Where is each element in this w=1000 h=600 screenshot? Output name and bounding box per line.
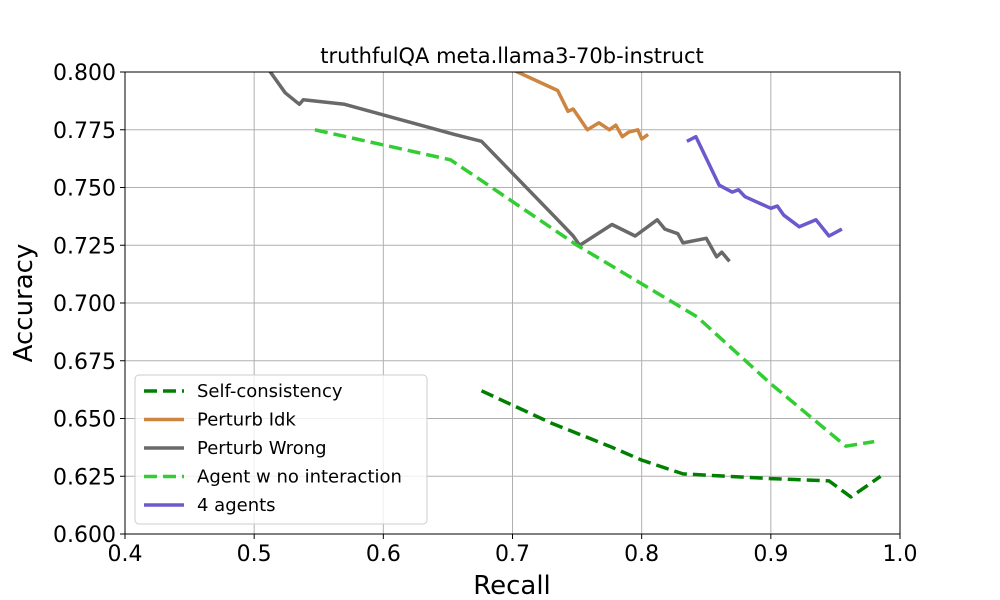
series-lines [268, 72, 882, 499]
series-line-perturb-wrong [268, 72, 731, 263]
x-tick-label: 0.5 [237, 542, 272, 567]
y-tick-label: 0.650 [53, 408, 116, 433]
series-line-self-consistency [480, 389, 882, 499]
y-axis-title: Accuracy [9, 244, 39, 363]
x-tick-label: 0.7 [495, 542, 530, 567]
legend-label-agent-w-no-interaction: Agent w no interaction [197, 467, 402, 488]
y-tick-label: 0.625 [53, 465, 116, 490]
chart-title: truthfulQA meta.llama3-70b-instruct [320, 44, 703, 68]
x-tick-label: 0.8 [624, 542, 659, 567]
x-axis-title: Recall [473, 571, 551, 600]
series-line-agent-w-no-interaction [314, 128, 875, 448]
x-tick-label: 1.0 [883, 542, 918, 567]
y-tick-label: 0.800 [53, 61, 116, 86]
axis-ticks: 0.4 0.5 0.6 0.7 0.8 0.9 1.0 0.600 0.625 0.650 0.67… [53, 61, 917, 567]
x-tick-label: 0.4 [108, 542, 143, 567]
y-tick-label: 0.750 [53, 177, 116, 202]
legend-label-4-agents: 4 agents [197, 495, 276, 516]
series-line-perturb-idk [513, 72, 650, 141]
x-tick-label: 0.6 [366, 542, 401, 567]
y-tick-label: 0.700 [53, 292, 116, 317]
legend-label-perturb-wrong: Perturb Wrong [197, 438, 327, 459]
y-tick-label: 0.600 [53, 523, 116, 548]
x-tick-label: 0.9 [753, 542, 788, 567]
legend-label-self-consistency: Self-consistency [197, 381, 343, 402]
series-line-4-agents [686, 134, 843, 238]
y-tick-label: 0.725 [53, 234, 116, 259]
legend-box [134, 374, 428, 525]
y-tick-label: 0.675 [53, 350, 116, 375]
legend: Self-consistency Perturb Idk Perturb Wrong… [134, 374, 428, 525]
y-tick-label: 0.775 [53, 119, 116, 144]
legend-label-perturb-idk: Perturb Idk [197, 410, 296, 431]
